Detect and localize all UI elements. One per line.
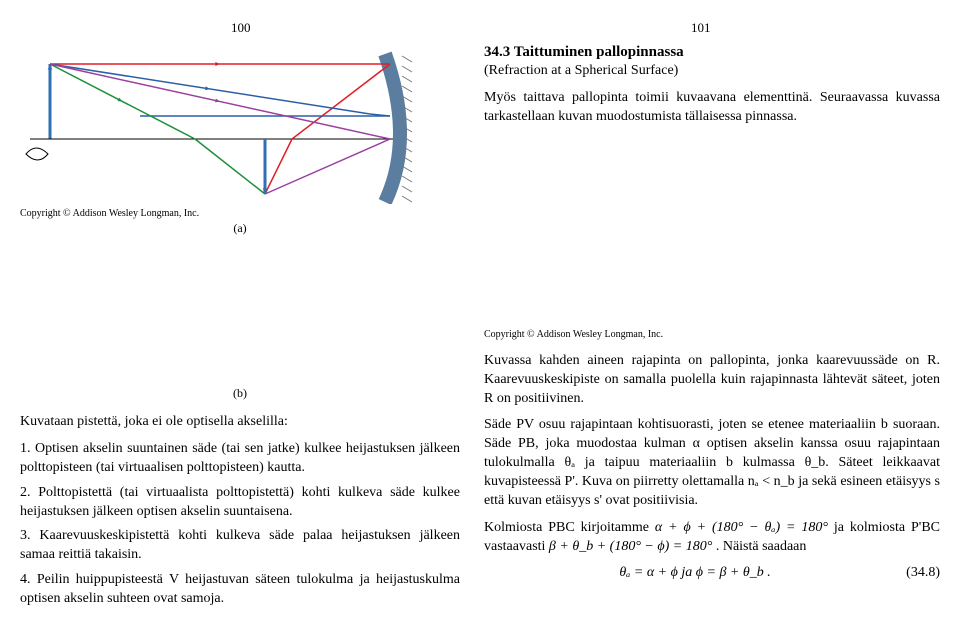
- para-2: Säde PV osuu rajapintaan kohtisuorasti, …: [484, 416, 940, 510]
- lead-text: Kuvataan pistettä, joka ei ole optisella…: [20, 413, 460, 432]
- right-column: 34.3 Taittuminen pallopinnassa (Refracti…: [484, 44, 940, 615]
- equation: θₐ = α + ϕ ja ϕ = β + θ_b .: [619, 565, 770, 581]
- section-subtitle: (Refraction at a Spherical Surface): [484, 63, 940, 79]
- page-number-right: 101: [462, 20, 940, 36]
- figure-refraction: [484, 135, 940, 325]
- equation-line: θₐ = α + ϕ ja ϕ = β + θ_b . (34.8): [484, 565, 940, 581]
- equation-number: (34.8): [906, 565, 940, 581]
- list-item-4: 4. Peilin huippupisteestä V heijastuvan …: [20, 571, 460, 609]
- page-number-left: 100: [20, 20, 462, 36]
- para-1: Kuvassa kahden aineen rajapinta on pallo…: [484, 352, 940, 409]
- left-column: Copyright © Addison Wesley Longman, Inc.…: [20, 44, 460, 615]
- copyright-right: Copyright © Addison Wesley Longman, Inc.: [484, 329, 940, 340]
- page-numbers: 100 101: [20, 20, 940, 36]
- intro-paragraph: Myös taittava pallopinta toimii kuvaavan…: [484, 89, 940, 127]
- section-title: 34.3 Taittuminen pallopinnassa: [484, 44, 940, 61]
- panel-label-b: (b): [20, 386, 460, 401]
- list-item-2: 2. Polttopistettä (tai virtuaalista polt…: [20, 484, 460, 522]
- para-3: Kolmiosta PBC kirjoitamme α + ϕ + (180° …: [484, 519, 940, 557]
- list-item-3: 3. Kaarevuuskeskipistettä kohti kulkeva …: [20, 527, 460, 565]
- figure-mirror-b: [20, 244, 460, 384]
- copyright-a: Copyright © Addison Wesley Longman, Inc.: [20, 208, 460, 219]
- figure-mirror-a: [20, 44, 460, 204]
- list-item-1: 1. Optisen akselin suuntainen säde (tai …: [20, 440, 460, 478]
- panel-label-a: (a): [20, 221, 460, 236]
